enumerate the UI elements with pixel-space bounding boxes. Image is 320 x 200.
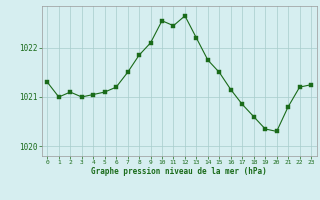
X-axis label: Graphe pression niveau de la mer (hPa): Graphe pression niveau de la mer (hPa) <box>91 167 267 176</box>
